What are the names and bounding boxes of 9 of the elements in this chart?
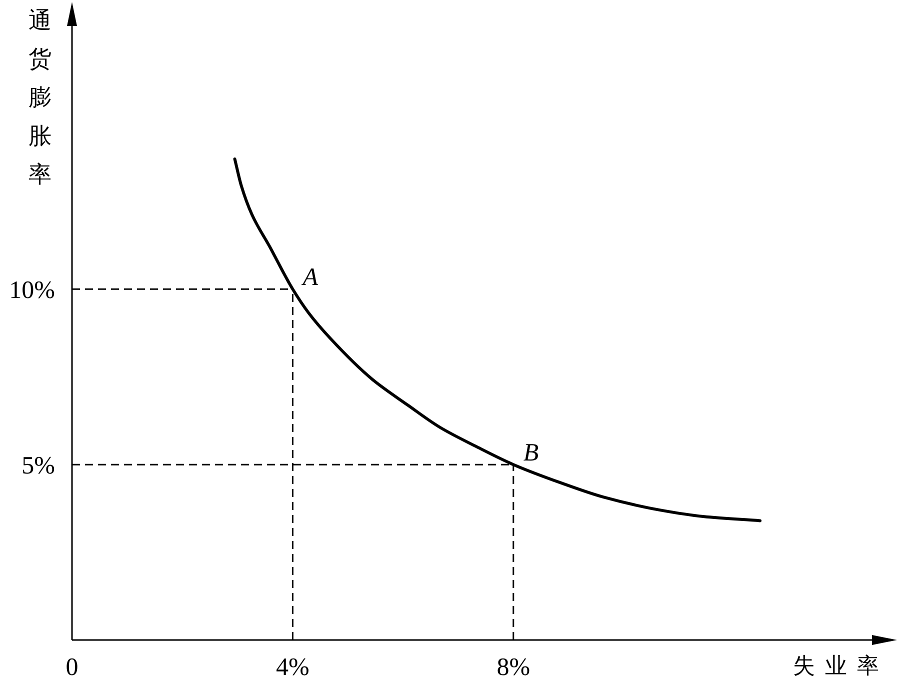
x-tick-label: 8%: [496, 654, 530, 680]
annotation: B: [523, 440, 539, 467]
x-tick-label: 4%: [276, 654, 310, 680]
x-axis-title: 失业率: [793, 653, 889, 678]
annotation: A: [302, 264, 318, 292]
x-tick-label: 0: [66, 654, 78, 680]
y-axis-title: 通货膨胀率: [28, 8, 52, 187]
y-tick-label: 5%: [22, 452, 55, 480]
y-tick-label: 10%: [9, 277, 55, 304]
